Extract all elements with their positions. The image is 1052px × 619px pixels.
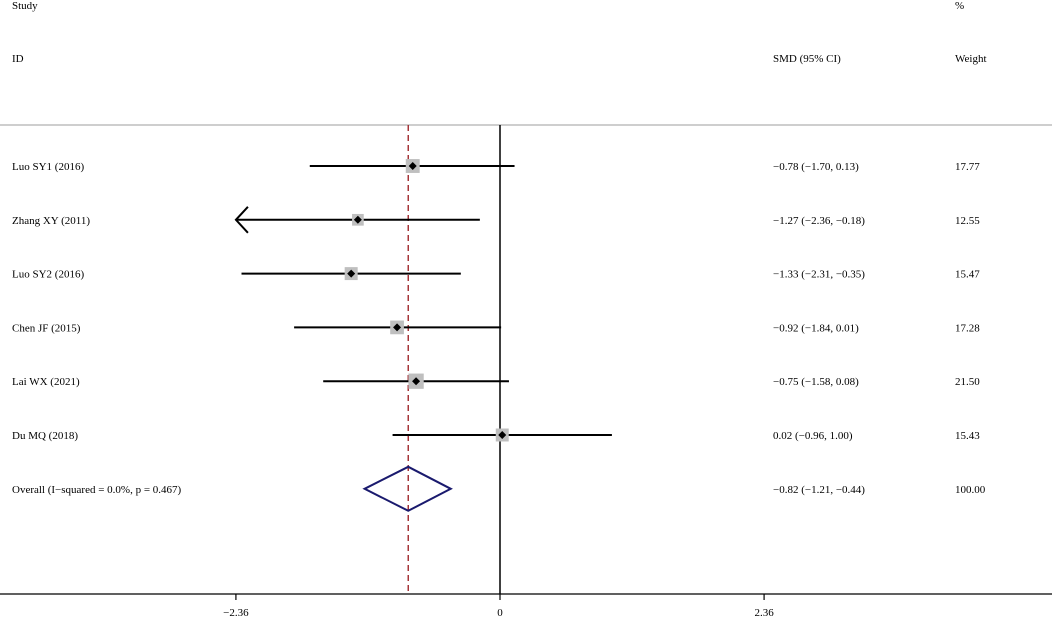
- header-study: Study: [12, 0, 38, 12]
- ci-text: −1.27 (−2.36, −0.18): [773, 215, 865, 227]
- study-row: Zhang XY (2011) −1.27 (−2.36, −0.18) 12.55: [12, 206, 980, 234]
- x-tick-label: 0: [497, 607, 503, 619]
- study-row: Chen JF (2015) −0.92 (−1.84, 0.01) 17.28: [12, 320, 980, 334]
- x-tick-label: −2.36: [223, 607, 249, 619]
- ci-truncation-arrow: [234, 206, 249, 234]
- study-label: Luo SY2 (2016): [12, 269, 84, 281]
- point-estimate: [353, 215, 362, 224]
- point-estimate: [347, 269, 356, 278]
- study-row: Luo SY2 (2016) −1.33 (−2.31, −0.35) 15.47: [12, 267, 980, 281]
- study-label: Luo SY1 (2016): [12, 161, 84, 173]
- overall-label: Overall (I−squared = 0.0%, p = 0.467): [12, 484, 182, 496]
- study-label: Du MQ (2018): [12, 430, 78, 442]
- study-label: Chen JF (2015): [12, 322, 81, 334]
- overall-ci-text: −0.82 (−1.21, −0.44): [773, 484, 865, 496]
- overall-diamond: [362, 465, 453, 512]
- header-id: ID: [12, 53, 24, 65]
- header-effect: SMD (95% CI): [773, 53, 841, 65]
- point-estimate: [393, 323, 402, 332]
- header-percent: %: [955, 0, 964, 12]
- point-estimate: [408, 162, 417, 170]
- point-estimate: [412, 377, 421, 386]
- study-row: Du MQ (2018) 0.02 (−0.96, 1.00) 15.43: [12, 428, 980, 442]
- overall-weight-text: 100.00: [955, 484, 986, 496]
- ci-text: −0.92 (−1.84, 0.01): [773, 322, 859, 334]
- ci-text: −0.78 (−1.70, 0.13): [773, 161, 859, 173]
- weight-text: 21.50: [955, 376, 980, 388]
- header-weight: Weight: [955, 53, 987, 65]
- weight-text: 17.28: [955, 322, 980, 334]
- ci-text: −1.33 (−2.31, −0.35): [773, 269, 865, 281]
- study-label: Zhang XY (2011): [12, 215, 90, 227]
- ci-text: 0.02 (−0.96, 1.00): [773, 430, 853, 442]
- study-row: Lai WX (2021) −0.75 (−1.58, 0.08) 21.50: [12, 373, 980, 389]
- ci-text: −0.75 (−1.58, 0.08): [773, 376, 859, 388]
- study-row: Luo SY1 (2016) −0.78 (−1.70, 0.13) 17.77: [12, 159, 980, 173]
- x-tick-label: 2.36: [754, 607, 774, 619]
- point-estimate: [498, 431, 507, 439]
- overall-row: Overall (I−squared = 0.0%, p = 0.467) −0.…: [12, 465, 986, 512]
- study-label: Lai WX (2021): [12, 376, 80, 388]
- weight-text: 12.55: [955, 215, 980, 227]
- weight-text: 15.47: [955, 269, 980, 281]
- weight-text: 15.43: [955, 430, 980, 442]
- weight-text: 17.77: [955, 161, 980, 173]
